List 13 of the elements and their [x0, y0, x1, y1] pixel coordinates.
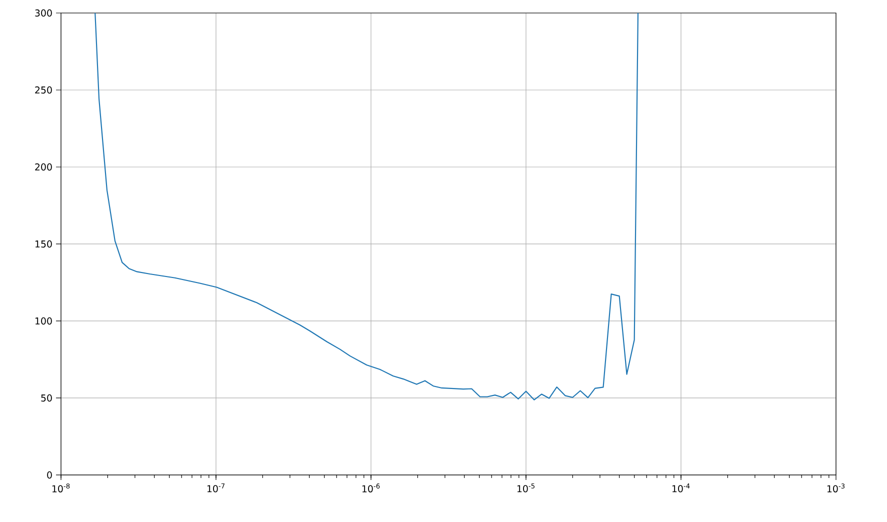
y-tick-label: 100	[35, 317, 52, 325]
y-tick-label: 300	[35, 9, 52, 17]
x-tick-label: 10$^{-5}$	[517, 484, 534, 492]
y-tick-label: 150	[35, 240, 52, 248]
y-tick-label: 250	[35, 86, 52, 94]
x-tick-label: 10$^{-4}$	[672, 484, 690, 492]
x-tick-label: 10$^{-7}$	[207, 484, 225, 492]
x-tick-label: 10$^{-6}$	[362, 484, 380, 492]
y-tick-label: 200	[35, 163, 52, 171]
y-tick-label: 0	[47, 471, 52, 479]
x-tick-label: 10$^{-3}$	[827, 484, 845, 492]
x-tick-label: 10$^{-8}$	[52, 484, 70, 492]
y-tick-label: 50	[41, 394, 52, 402]
